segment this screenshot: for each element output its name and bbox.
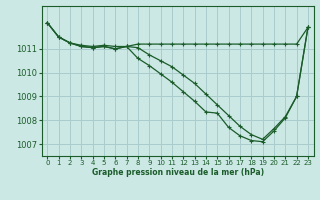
X-axis label: Graphe pression niveau de la mer (hPa): Graphe pression niveau de la mer (hPa) — [92, 168, 264, 177]
